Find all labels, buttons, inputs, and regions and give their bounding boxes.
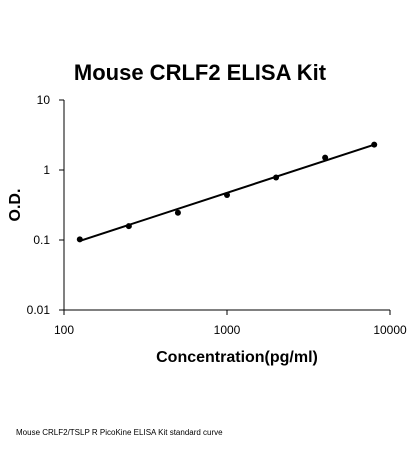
chart-title: Mouse CRLF2 ELISA Kit (74, 60, 327, 85)
data-points (76, 141, 378, 243)
data-point (174, 209, 181, 216)
y-axis-label: O.D. (7, 189, 24, 222)
x-axis-ticks: 100 1000 10000 (54, 310, 407, 337)
data-point (322, 154, 329, 161)
data-point (224, 191, 230, 198)
y-tick-label: 1 (43, 163, 50, 177)
data-point (125, 223, 132, 230)
figure-caption: Mouse CRLF2/TSLP R PicoKine ELISA Kit st… (16, 428, 223, 437)
x-tick-label: 10000 (373, 323, 407, 337)
plot-area: 100 1000 10000 0.01 0.1 1 10 (27, 93, 407, 337)
data-point (76, 236, 83, 243)
y-axis-ticks: 0.01 0.1 1 10 (27, 93, 64, 317)
x-tick-label: 100 (54, 323, 74, 337)
data-point (371, 141, 378, 148)
y-tick-label: 10 (37, 93, 51, 107)
data-point (273, 174, 280, 181)
x-tick-label: 1000 (214, 323, 241, 337)
y-tick-label: 0.1 (33, 233, 50, 247)
x-axis-label: Concentration(pg/ml) (156, 349, 318, 366)
y-tick-label: 0.01 (27, 303, 51, 317)
